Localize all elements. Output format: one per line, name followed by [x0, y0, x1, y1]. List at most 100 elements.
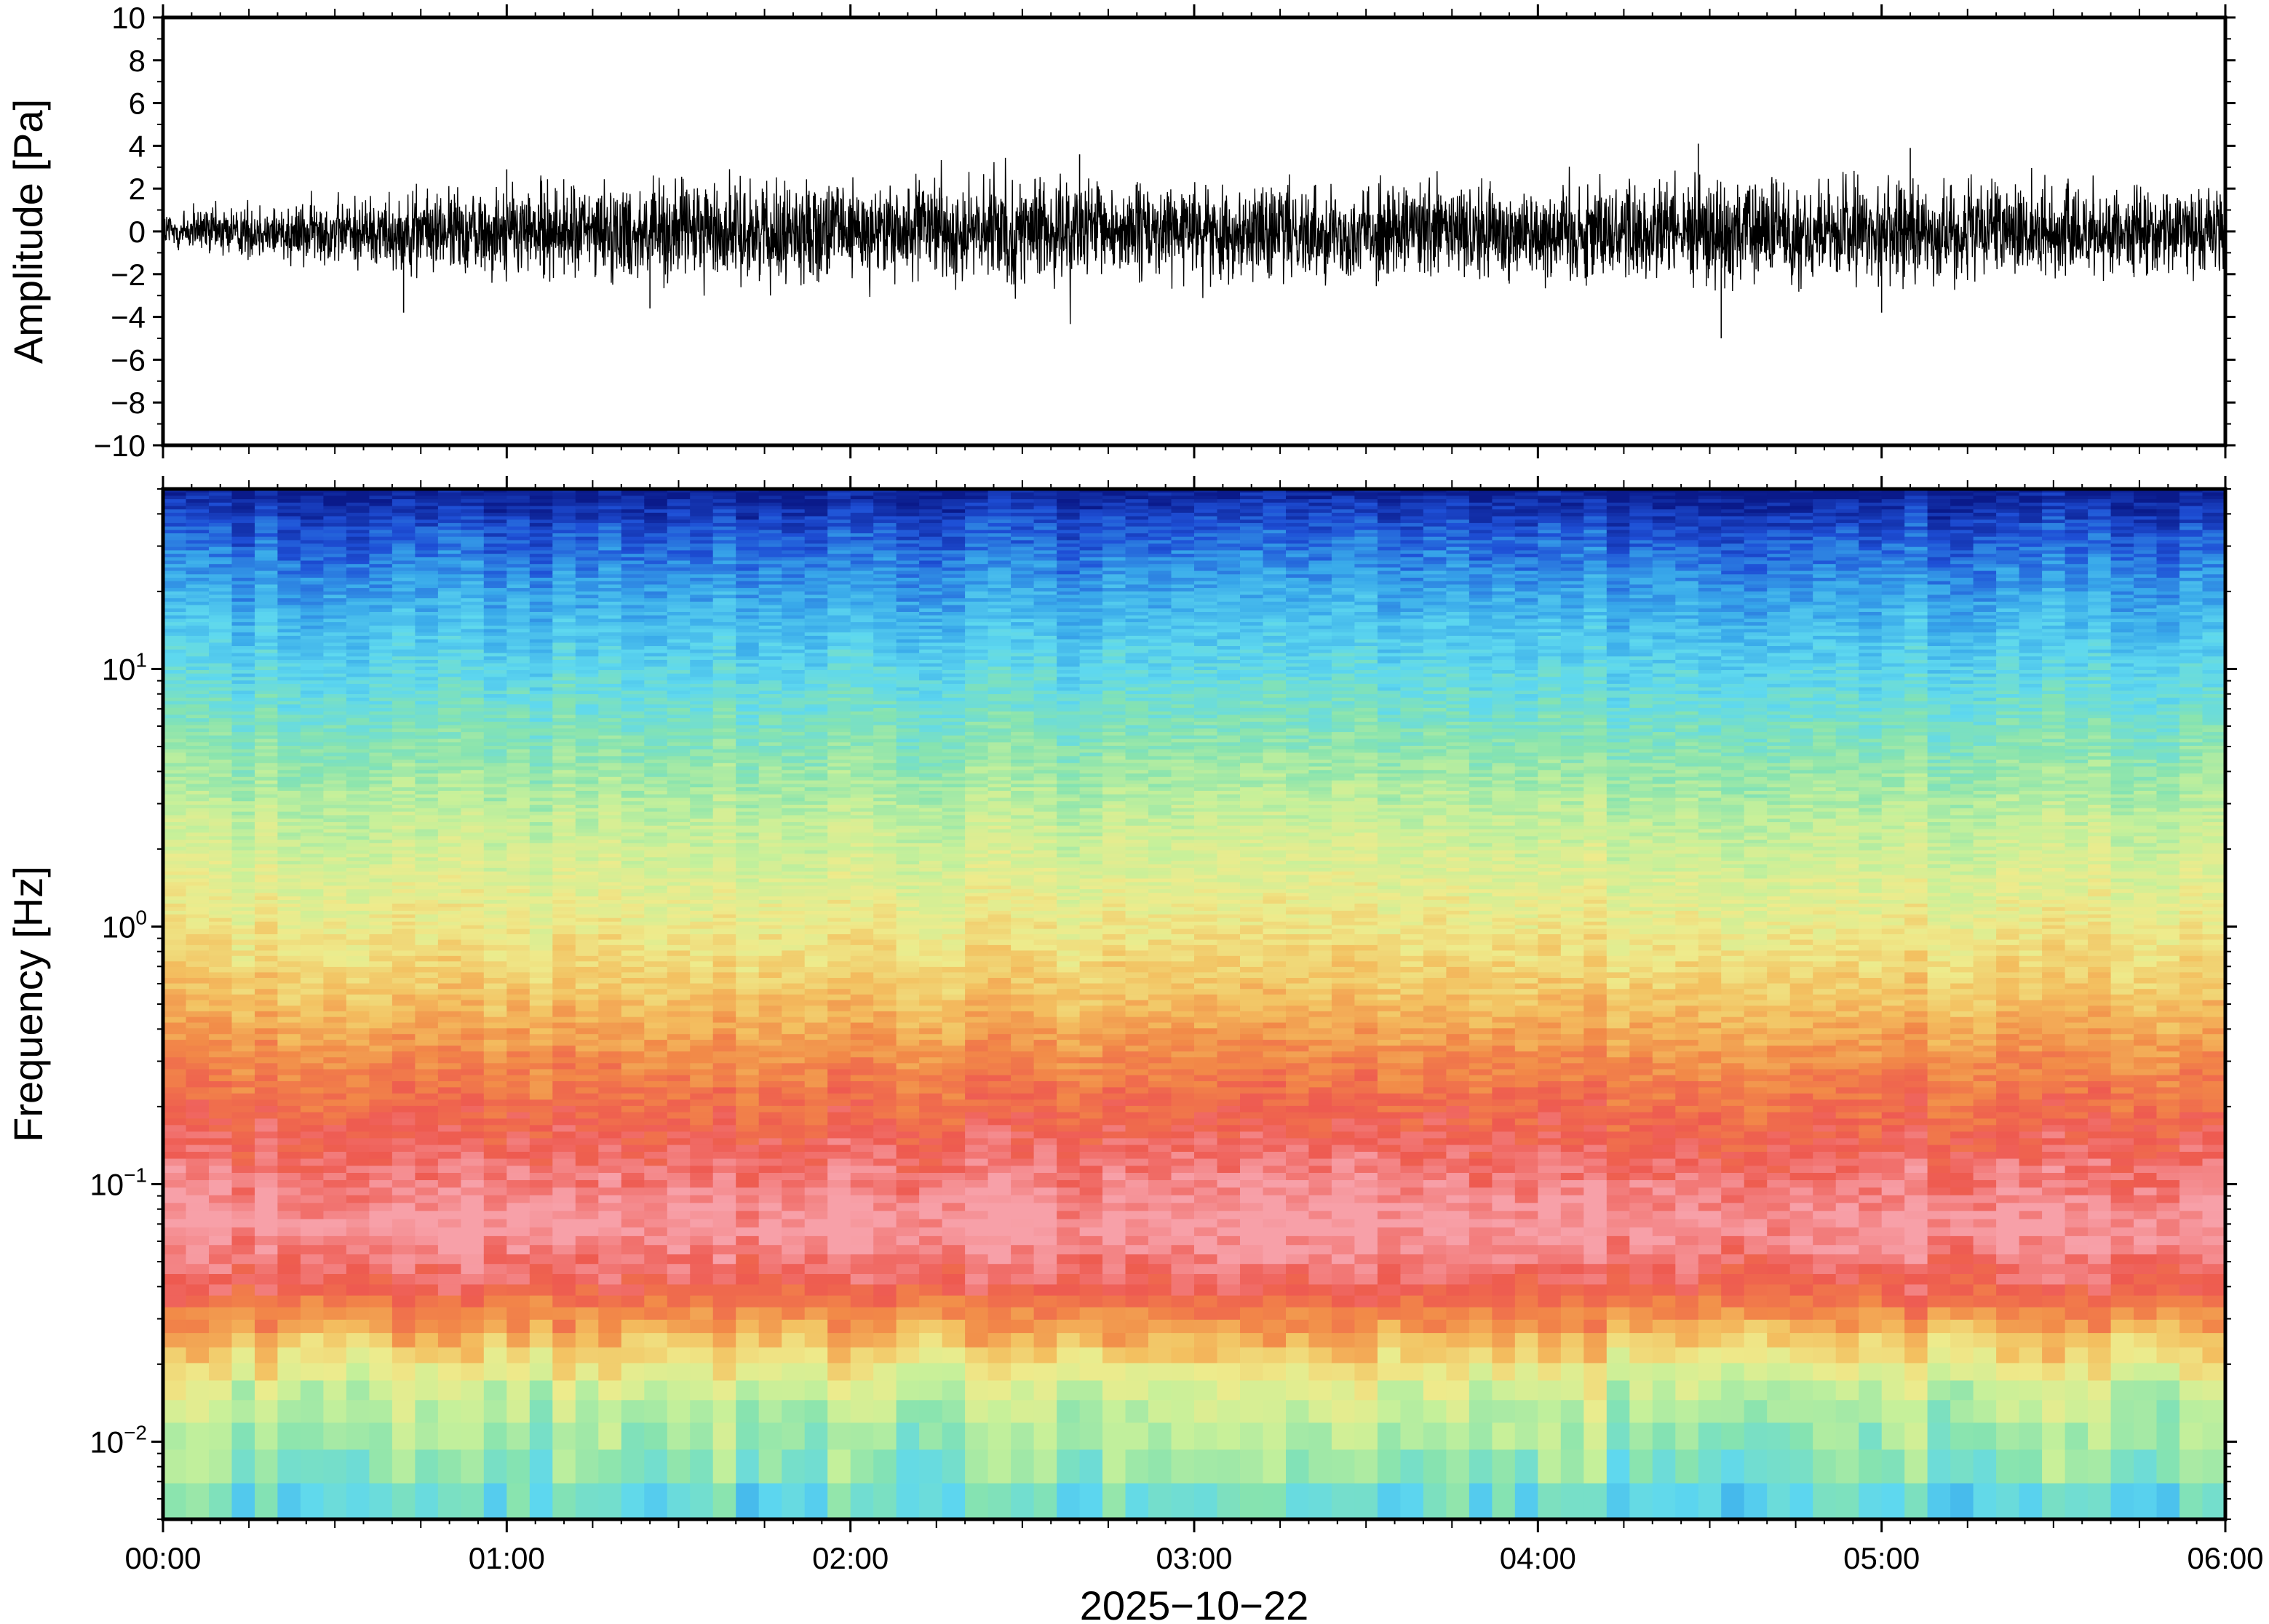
- spectrogram-cell: [461, 499, 485, 503]
- spectrogram-cell: [186, 784, 210, 788]
- spectrogram-cell: [506, 861, 531, 865]
- spectrogram-cell: [461, 1363, 485, 1381]
- spectrogram-cell: [644, 966, 668, 973]
- spectrogram-cell: [667, 502, 691, 507]
- spectrogram-cell: [231, 950, 255, 957]
- spectrogram-cell: [461, 1152, 485, 1160]
- spectrogram-cell: [323, 939, 347, 946]
- spectrogram-cell: [392, 914, 416, 919]
- spectrogram-cell: [392, 846, 416, 851]
- spectrogram-cell: [163, 1245, 187, 1255]
- spectrogram-cell: [712, 721, 736, 726]
- spectrogram-cell: [575, 512, 600, 517]
- spectrogram-cell: [277, 907, 301, 912]
- spectrogram-cell: [483, 780, 508, 784]
- spectrogram-cell: [529, 739, 554, 743]
- spectrogram-cell: [529, 1173, 554, 1181]
- spectrogram-cell: [231, 649, 255, 653]
- spectrogram-cell: [255, 1173, 279, 1181]
- spectrogram-cell: [483, 677, 508, 681]
- spectrogram-cell: [690, 1034, 714, 1040]
- spectrogram-cell: [392, 639, 416, 643]
- spectrogram-cell: [277, 540, 301, 544]
- spectrogram-cell: [461, 694, 485, 698]
- spectrogram-cell: [529, 694, 554, 698]
- spectrogram-cell: [186, 1112, 210, 1119]
- spectrogram-cell: [231, 670, 255, 674]
- spectrogram-cell: [506, 1145, 531, 1153]
- spectrogram-cell: [209, 867, 233, 872]
- spectrogram-cell: [437, 625, 462, 630]
- spectrogram-cell: [552, 776, 576, 781]
- spectrogram-cell: [690, 1138, 714, 1146]
- spectrogram-cell: [598, 853, 622, 858]
- spectrogram-cell: [369, 533, 393, 538]
- spectrogram-cell: [437, 554, 462, 558]
- spectrogram-cell: [415, 885, 439, 890]
- spectrogram-cell: [369, 797, 393, 802]
- spectrogram-cell: [598, 773, 622, 778]
- spectrogram-cell: [163, 1051, 187, 1058]
- spectrogram-cell: [392, 635, 416, 640]
- spectrogram-cell: [552, 819, 576, 823]
- spectrogram-cell: [529, 871, 554, 876]
- spectrogram-cell: [506, 825, 531, 830]
- spectrogram-cell: [552, 878, 576, 883]
- spectrogram-cell: [575, 502, 600, 507]
- spectrogram-cell: [461, 560, 485, 565]
- spectrogram-cell: [186, 632, 210, 637]
- spectrogram-cell: [369, 1152, 393, 1160]
- spectrogram-cell: [575, 639, 600, 643]
- spectrogram-cell: [598, 605, 622, 609]
- spectrogram-cell: [529, 690, 554, 695]
- spectrogram-cell: [483, 944, 508, 951]
- spectrogram-cell: [186, 878, 210, 883]
- spectrogram-cell: [437, 649, 462, 653]
- spectrogram-cell: [255, 1105, 279, 1113]
- spectrogram-cell: [712, 939, 736, 946]
- spectrogram-cell: [461, 1227, 485, 1237]
- spectrogram-cell: [323, 560, 347, 565]
- spectrogram-cell: [163, 1099, 187, 1107]
- spectrogram-cell: [483, 601, 508, 606]
- spectrogram-cell: [529, 784, 554, 788]
- spectrogram-cell: [621, 522, 645, 528]
- spectrogram-cell: [369, 732, 393, 736]
- spectrogram-cell: [461, 649, 485, 653]
- spectrogram-cell: [186, 763, 210, 768]
- spectrogram-cell: [621, 1173, 645, 1181]
- spectrogram-cell: [552, 1093, 576, 1100]
- waveform-y-tick-label: 10: [111, 1, 146, 35]
- spectrogram-cell: [231, 766, 255, 771]
- spectrogram-cell: [300, 1319, 325, 1334]
- spectrogram-cell: [598, 550, 622, 554]
- spectrogram-cell: [483, 1158, 508, 1166]
- spectrogram-cell: [369, 1118, 393, 1126]
- spectrogram-cell: [255, 666, 279, 671]
- spectrogram-cell: [621, 687, 645, 691]
- spectrogram-cell: [529, 1087, 554, 1094]
- spectrogram-cell: [483, 910, 508, 915]
- spectrogram-cell: [667, 861, 691, 865]
- spectrogram-cell: [255, 1057, 279, 1064]
- spectrogram-cell: [163, 718, 187, 723]
- spectrogram-cell: [392, 718, 416, 723]
- spectrogram-cell: [690, 787, 714, 792]
- spectrogram-cell: [506, 1180, 531, 1188]
- spectrogram-cell: [392, 760, 416, 764]
- spectrogram-cell: [506, 889, 531, 893]
- spectrogram-cell: [437, 889, 462, 893]
- spectrogram-cell: [209, 1099, 233, 1107]
- spectrogram-cell: [552, 1483, 576, 1519]
- spectrogram-cell: [163, 763, 187, 768]
- spectrogram-cell: [415, 822, 439, 827]
- spectrogram-cell: [392, 1105, 416, 1113]
- spectrogram-cell: [186, 512, 210, 517]
- spectrogram-cell: [621, 656, 645, 661]
- spectrogram-cell: [552, 1219, 576, 1228]
- spectrogram-cell: [575, 718, 600, 723]
- spectrogram-cell: [415, 659, 439, 664]
- spectrogram-cell: [529, 1069, 554, 1076]
- spectrogram-cell: [483, 1081, 508, 1088]
- spectrogram-cell: [323, 1081, 347, 1088]
